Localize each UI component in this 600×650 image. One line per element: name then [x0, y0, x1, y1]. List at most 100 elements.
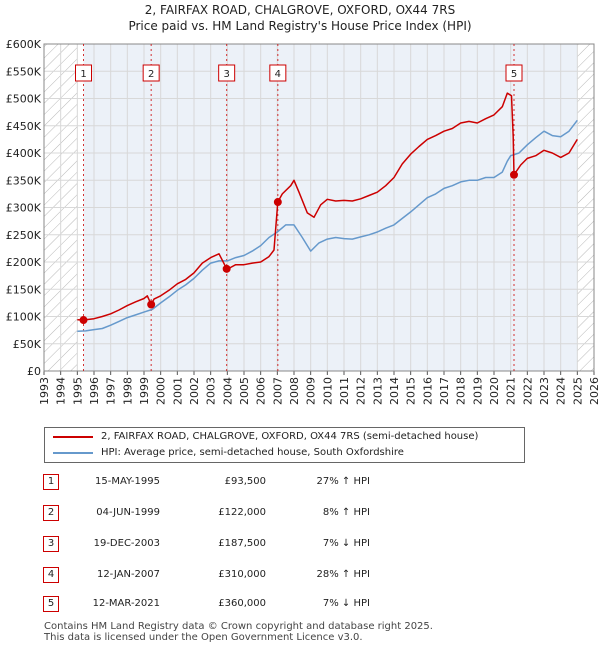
x-tick-label: 2023: [538, 377, 551, 405]
x-tick-label: 1997: [105, 377, 118, 405]
x-tick-label: 2016: [421, 377, 434, 405]
transaction-price: £360,000: [218, 598, 266, 609]
footer-copyright: Contains HM Land Registry data © Crown c…: [44, 621, 433, 632]
transaction-hpi-diff: 8% ↑ HPI: [322, 507, 370, 518]
transaction-number: 2: [43, 505, 59, 521]
table-row: 1 15-MAY-1995 £93,500 27% ↑ HPI: [0, 472, 600, 492]
table-row: 3 19-DEC-2003 £187,500 7% ↓ HPI: [0, 534, 600, 554]
transaction-date: 12-MAR-2021: [92, 598, 160, 609]
sale-marker-box: [75, 64, 92, 82]
x-tick-label: 1995: [71, 377, 84, 405]
x-tick-label: 2003: [205, 377, 218, 405]
sale-marker-label: 2: [148, 69, 154, 80]
property-price-line: [77, 92, 578, 321]
x-tick-label: 2011: [338, 377, 351, 405]
transaction-number: 3: [43, 536, 59, 552]
x-tick-label: 2000: [155, 377, 168, 405]
sale-point: [147, 300, 156, 309]
sale-point: [79, 316, 88, 325]
legend-label-property: 2, FAIRFAX ROAD, CHALGROVE, OXFORD, OX44…: [101, 431, 479, 442]
x-tick-label: 2018: [455, 377, 468, 405]
x-tick-label: 2017: [438, 377, 451, 405]
transaction-number: 1: [43, 474, 59, 490]
transaction-price: £310,000: [218, 569, 266, 580]
y-tick-label: £0: [27, 365, 41, 378]
chart-title: 2, FAIRFAX ROAD, CHALGROVE, OXFORD, OX44…: [144, 3, 456, 17]
sale-marker-box: [218, 64, 236, 82]
transaction-number: 5: [43, 596, 59, 612]
sale-marker-box: [142, 64, 160, 82]
x-tick-label: 2022: [521, 377, 534, 405]
price-chart: £0 £50K £100K £150K £200K £250K £300K £350K £400…: [6, 38, 600, 405]
x-tick-label: 2009: [305, 377, 318, 405]
transaction-hpi-diff: 27% ↑ HPI: [316, 476, 370, 487]
y-tick-label: £350K: [6, 174, 42, 187]
sale-marker-box: [269, 64, 287, 82]
transaction-hpi-diff: 7% ↓ HPI: [322, 598, 370, 609]
hpi-line: [77, 119, 578, 332]
x-tick-label: 2002: [188, 377, 201, 405]
x-tick-label: 1996: [88, 377, 101, 405]
transaction-date: 19-DEC-2003: [93, 538, 160, 549]
x-tick-label: 1999: [138, 377, 151, 405]
y-tick-label: £300K: [6, 202, 42, 215]
transaction-price: £122,000: [218, 507, 266, 518]
transaction-price: £93,500: [224, 476, 266, 487]
sale-point: [510, 170, 518, 179]
x-tick-label: 2004: [221, 377, 234, 405]
transaction-price: £187,500: [218, 538, 266, 549]
x-tick-label: 2021: [505, 377, 518, 405]
y-tick-label: £450K: [6, 120, 42, 133]
x-tick-label: 2013: [371, 377, 384, 405]
x-tick-label: 2015: [405, 377, 418, 405]
x-tick-label: 2026: [588, 377, 600, 405]
chart-subtitle: Price paid vs. HM Land Registry's House …: [128, 19, 472, 33]
x-tick-label: 2014: [388, 377, 401, 405]
plot-frame: [43, 43, 595, 372]
x-tick-label: 1993: [38, 377, 51, 405]
transaction-date: 12-JAN-2007: [96, 569, 160, 580]
y-tick-label: £500K: [6, 93, 42, 106]
x-tick-label: 2010: [321, 377, 334, 405]
y-tick-label: £200K: [6, 256, 42, 269]
x-tick-label: 2006: [255, 377, 268, 405]
transaction-number: 4: [43, 567, 59, 583]
y-tick-label: £600K: [6, 38, 42, 51]
x-tick-label: 2019: [471, 377, 484, 405]
y-tick-label: £250K: [6, 229, 42, 242]
sale-point: [222, 264, 231, 273]
x-tick-label: 2007: [271, 377, 284, 405]
table-row: 4 12-JAN-2007 £310,000 28% ↑ HPI: [0, 565, 600, 585]
sale-marker-label: 1: [80, 69, 86, 80]
x-tick-label: 1998: [121, 377, 134, 405]
x-tick-label: 2008: [288, 377, 301, 405]
transaction-hpi-diff: 28% ↑ HPI: [316, 569, 370, 580]
legend: 2, FAIRFAX ROAD, CHALGROVE, OXFORD, OX44…: [44, 427, 525, 463]
x-tick-label: 2025: [571, 377, 584, 405]
legend-swatch-hpi: [53, 452, 93, 454]
legend-swatch-property: [53, 436, 93, 438]
x-tick-label: 2005: [238, 377, 251, 405]
legend-label-hpi: HPI: Average price, semi-detached house,…: [101, 447, 404, 458]
sale-marker-label: 3: [223, 69, 229, 80]
x-tick-label: 2001: [171, 377, 184, 405]
y-tick-label: £150K: [6, 283, 42, 296]
table-row: 5 12-MAR-2021 £360,000 7% ↓ HPI: [0, 594, 600, 614]
y-tick-label: £100K: [6, 311, 42, 324]
sale-marker-box: [505, 64, 523, 82]
table-row: 2 04-JUN-1999 £122,000 8% ↑ HPI: [0, 503, 600, 523]
x-tick-label: 2012: [355, 377, 368, 405]
sale-marker-label: 4: [275, 69, 281, 80]
x-tick-label: 2024: [555, 377, 568, 405]
transaction-date: 15-MAY-1995: [94, 476, 160, 487]
y-tick-label: £550K: [6, 65, 42, 78]
x-tick-label: 1994: [55, 377, 68, 405]
sale-point: [273, 198, 282, 207]
sale-marker-label: 5: [511, 69, 517, 80]
transaction-hpi-diff: 7% ↓ HPI: [322, 538, 370, 549]
footer-license: This data is licensed under the Open Gov…: [44, 632, 363, 643]
y-tick-label: £400K: [6, 147, 42, 160]
y-tick-label: £50K: [13, 338, 42, 351]
transaction-date: 04-JUN-1999: [96, 507, 160, 518]
x-tick-label: 2020: [488, 377, 501, 405]
